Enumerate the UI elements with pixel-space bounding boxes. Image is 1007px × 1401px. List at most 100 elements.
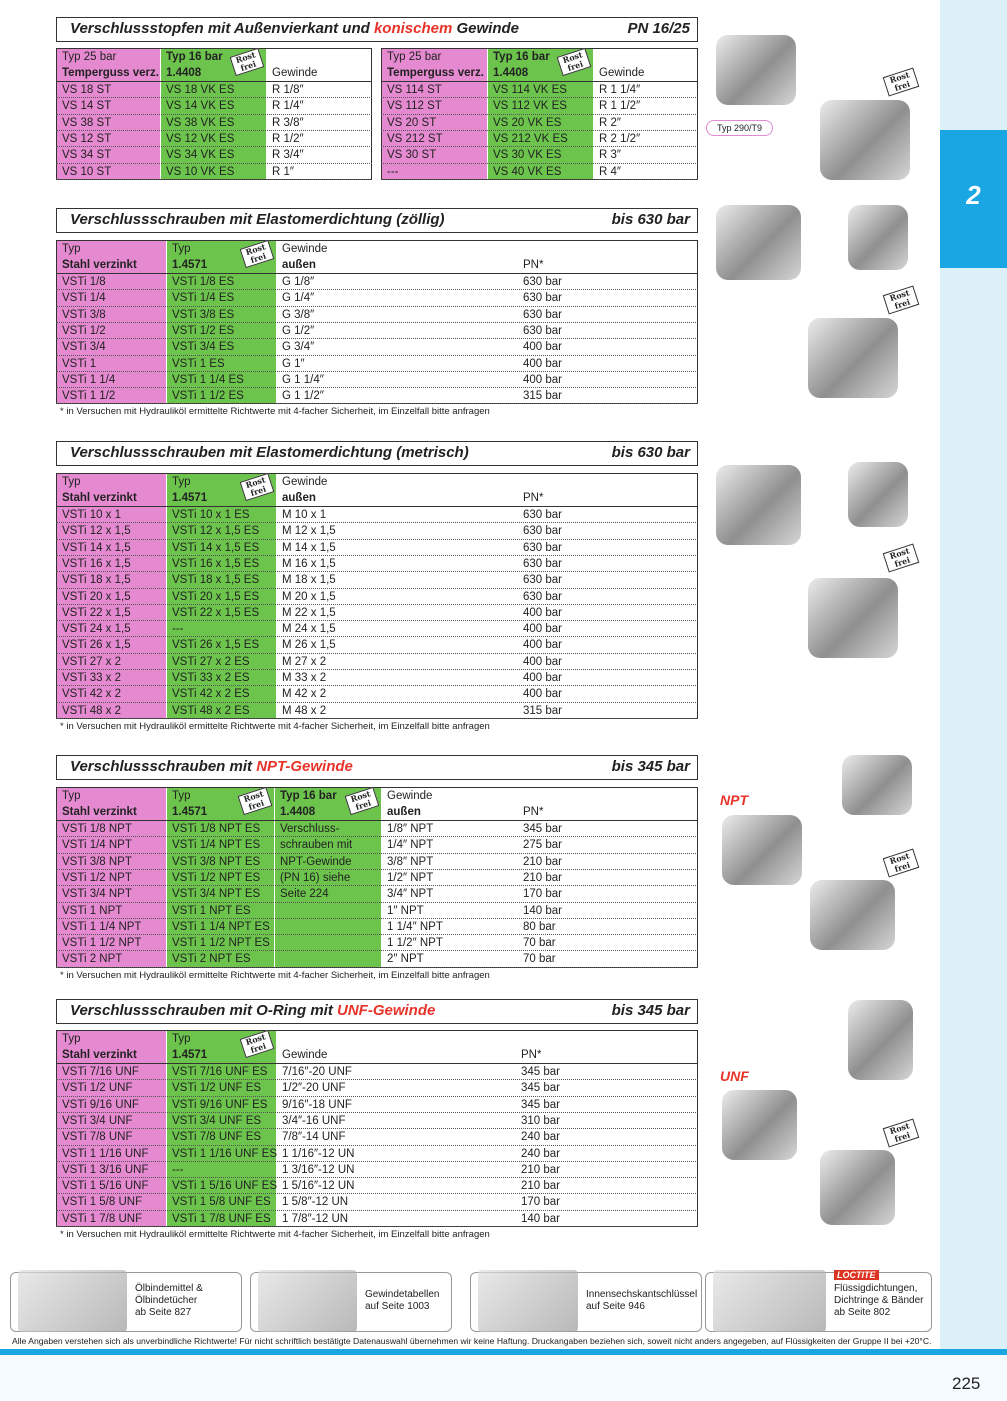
cell: schrauben mit	[280, 839, 353, 852]
cell: R 1 1/4″	[599, 84, 641, 96]
ad-logo: LOCTITE	[834, 1270, 879, 1280]
cell: VSTi 1 1/4 ES	[172, 373, 244, 386]
cell: VSTi 3/4 NPT	[62, 888, 132, 901]
row-rule	[56, 554, 698, 556]
cell: VSTi 7/16 UNF ES	[172, 1066, 268, 1078]
row-rule	[56, 370, 698, 372]
cell: VSTi 1/2 ES	[172, 324, 235, 337]
cell: 210 bar	[523, 871, 563, 884]
ad-text: Dichtringe & Bänder	[834, 1295, 924, 1306]
cell: VSTi 20 x 1,5 ES	[172, 590, 260, 603]
cell: VSTi 2 NPT ES	[172, 953, 251, 966]
cell: VS 18 VK ES	[166, 84, 235, 96]
column-header: Gewinde	[599, 67, 645, 79]
product-image	[820, 100, 910, 180]
row-rule	[56, 338, 698, 340]
title-part: UNF-Gewinde	[337, 1002, 436, 1019]
row-rule	[56, 836, 698, 838]
column-fill	[275, 788, 381, 967]
cell: VSTi 33 x 2 ES	[172, 672, 250, 684]
row-rule	[56, 717, 698, 719]
title-bar	[56, 17, 698, 42]
cell: VSTi 20 x 1,5	[62, 590, 131, 603]
product-image	[716, 465, 801, 545]
cell: VSTi 1/8 NPT ES	[172, 823, 261, 835]
badge: Rost frei	[882, 1118, 920, 1148]
cell: R 1″	[272, 165, 294, 178]
page-number: 225	[952, 1374, 981, 1393]
row-rule	[56, 901, 698, 903]
cell: 80 bar	[523, 920, 556, 933]
cell: VSTi 1 1/4 NPT	[62, 920, 142, 933]
cell: 630 bar	[523, 525, 563, 538]
cell: 3/4″-16 UNF	[282, 1114, 346, 1127]
cell: VSTi 18 x 1,5	[62, 574, 131, 587]
cell: VSTi 1/2	[62, 324, 106, 337]
row-rule	[56, 289, 698, 291]
cell: 345 bar	[521, 1098, 561, 1111]
note: * in Versuchen mit Hydrauliköl ermittelt…	[60, 969, 490, 981]
cell: VSTi 1 5/8 UNF ES	[172, 1196, 271, 1209]
cell: VS 20 ST	[387, 116, 437, 129]
cell: VS 112 ST	[387, 100, 442, 113]
row-rule	[56, 146, 372, 148]
column-header: Typ 16 bar	[280, 790, 337, 802]
cell: VS 40 VK ES	[493, 165, 562, 178]
title-bar	[56, 441, 698, 466]
cell: 1 3/16″-12 UN	[282, 1163, 355, 1176]
cell: VS 38 VK ES	[166, 116, 235, 129]
cell: VSTi 48 x 2	[62, 704, 122, 717]
row-rule	[56, 1226, 698, 1227]
cell: VS 12 VK ES	[166, 132, 235, 145]
cell: VSTi 1 3/16 UNF	[62, 1163, 149, 1176]
column-header: 1.4571	[172, 806, 208, 818]
cell: R 2″	[599, 116, 621, 129]
cell: 400 bar	[523, 357, 563, 370]
ad-image	[18, 1270, 127, 1332]
title-part: Verschlussschrauben mit O-Ring mit	[70, 1002, 338, 1019]
cell: 315 bar	[523, 704, 563, 717]
row-rule	[56, 652, 698, 654]
cell: VSTi 1/2 NPT ES	[172, 871, 261, 884]
cell: VSTi 3/4 UNF ES	[172, 1114, 262, 1127]
cell: 70 bar	[523, 953, 556, 966]
cell: 140 bar	[521, 1212, 561, 1225]
cell: G 1/2″	[282, 324, 315, 337]
cell: VSTi 1	[62, 357, 97, 370]
cell: VSTi 1 7/8 UNF ES	[172, 1212, 271, 1225]
column-header: Typ 25 bar	[62, 51, 117, 63]
cell: 345 bar	[521, 1066, 561, 1078]
cell: M 16 x 1,5	[282, 557, 336, 570]
cell: M 26 x 1,5	[282, 639, 336, 652]
cell: 630 bar	[523, 276, 563, 288]
title-part: Verschlussstopfen mit Außenvierkant und	[70, 20, 374, 37]
title-bar	[56, 208, 698, 233]
cell: 1/8″ NPT	[387, 823, 434, 835]
cell: VSTi 3/4 ES	[172, 341, 235, 354]
column-header: Gewinde	[282, 1049, 328, 1061]
cell: 3/4″ NPT	[387, 888, 434, 901]
row-rule	[381, 97, 698, 99]
column-header: Typ	[172, 476, 191, 488]
ad-text: Ölbindetücher	[135, 1295, 198, 1306]
cell: ---	[387, 165, 399, 178]
cell: 400 bar	[523, 655, 563, 668]
cell: Seite 224	[280, 888, 329, 901]
cell: 1″ NPT	[387, 904, 424, 917]
row-rule	[56, 966, 698, 968]
type-label: Typ 290/T9	[706, 120, 774, 136]
row-rule	[56, 1079, 698, 1081]
title-part: Verschlussschrauben mit	[70, 758, 257, 775]
column-header: Stahl verzinkt	[62, 492, 137, 504]
chapter-number: 2	[966, 180, 981, 210]
cell: (PN 16) siehe	[280, 871, 351, 884]
cell: G 1 1/4″	[282, 373, 324, 386]
cell: M 12 x 1,5	[282, 525, 336, 538]
ad-text: auf Seite 946	[586, 1301, 645, 1312]
row-rule	[56, 636, 698, 638]
cell: VS 18 ST	[62, 84, 112, 96]
ad-image	[478, 1270, 578, 1332]
cell: 630 bar	[523, 541, 563, 554]
row-rule	[56, 538, 698, 540]
column-header: Gewinde	[282, 476, 328, 488]
